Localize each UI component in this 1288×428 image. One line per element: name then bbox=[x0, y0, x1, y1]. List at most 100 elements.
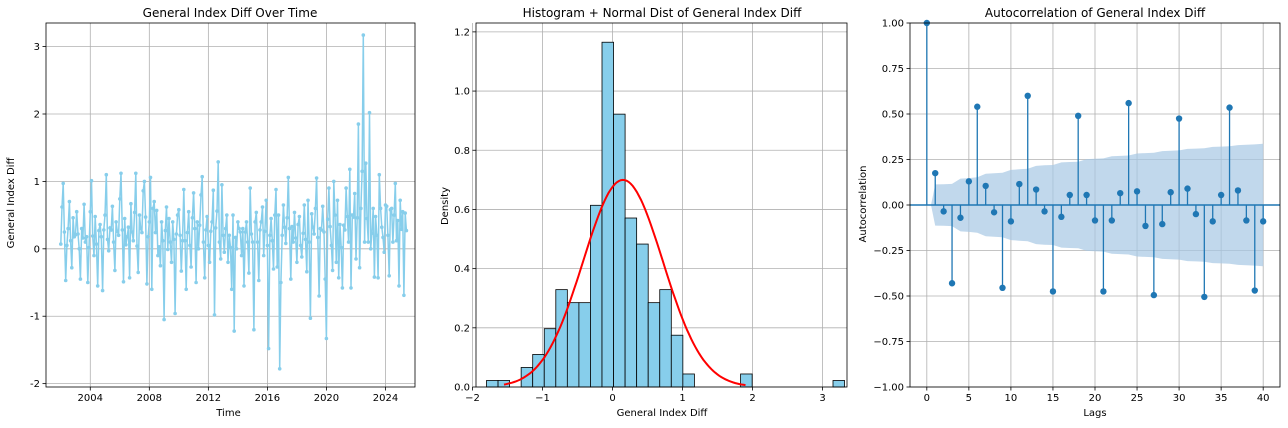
histogram-bar bbox=[682, 373, 695, 388]
histogram-ytick-label: 1.2 bbox=[454, 27, 470, 38]
time-series-point bbox=[197, 223, 202, 227]
time-series-ytick-label: 3 bbox=[34, 42, 40, 53]
time-series-point bbox=[207, 260, 212, 265]
acf-point bbox=[957, 214, 964, 221]
acf-ytick-label: 0.00 bbox=[882, 201, 904, 212]
time-series-ytick-label: 2 bbox=[34, 110, 40, 121]
acf-point bbox=[932, 169, 939, 177]
time-series-point bbox=[341, 223, 346, 227]
histogram-bar bbox=[832, 380, 845, 388]
acf-ytick-label: −0.50 bbox=[873, 292, 904, 303]
time-series-point bbox=[258, 228, 262, 232]
time-series-point bbox=[103, 213, 107, 217]
time-series-point bbox=[364, 161, 368, 165]
time-series-point bbox=[263, 229, 267, 234]
time-series-point bbox=[359, 206, 363, 211]
histogram-bar bbox=[613, 113, 626, 388]
time-series-point bbox=[136, 270, 140, 275]
time-series-point bbox=[254, 210, 259, 215]
time-series-point bbox=[68, 238, 73, 243]
time-series-point bbox=[121, 280, 126, 284]
time-series-point bbox=[340, 286, 345, 290]
acf-point bbox=[1100, 288, 1107, 295]
time-series-point bbox=[84, 234, 89, 239]
time-series-point bbox=[215, 209, 219, 213]
time-series-point bbox=[157, 245, 161, 249]
time-series-point bbox=[370, 231, 374, 236]
time-series-point bbox=[227, 233, 232, 238]
time-series-point bbox=[83, 240, 88, 244]
time-series-point bbox=[141, 189, 145, 193]
time-series-point bbox=[137, 213, 142, 217]
acf-panel: Autocorrelation of General Index Diff La… bbox=[858, 6, 1281, 419]
time-series-point bbox=[382, 250, 387, 254]
time-series-point bbox=[61, 181, 65, 186]
time-series-point bbox=[212, 313, 217, 317]
histogram-bar bbox=[578, 302, 591, 388]
time-series-point bbox=[115, 229, 120, 234]
histogram-bar bbox=[543, 328, 557, 388]
time-series-point bbox=[286, 175, 291, 180]
time-series-point bbox=[312, 232, 316, 236]
time-series-point bbox=[146, 234, 150, 239]
histogram-xtick-label: 0 bbox=[609, 393, 615, 404]
time-series-point bbox=[268, 233, 272, 238]
time-series-point bbox=[376, 276, 380, 280]
time-series-point bbox=[285, 216, 289, 220]
time-series-point bbox=[143, 215, 148, 219]
time-series-point bbox=[334, 260, 339, 265]
time-series-point bbox=[243, 230, 248, 234]
time-series-point bbox=[291, 240, 296, 244]
time-series-point bbox=[86, 280, 90, 285]
time-series-point bbox=[255, 240, 260, 244]
time-series-point bbox=[391, 240, 395, 244]
acf-xtick-label: 25 bbox=[1131, 393, 1144, 404]
time-series-point bbox=[89, 178, 94, 183]
time-series-point bbox=[114, 220, 118, 224]
time-series-point bbox=[295, 260, 299, 265]
time-series-point bbox=[113, 268, 117, 273]
acf-xtick-label: 10 bbox=[1005, 393, 1018, 404]
time-series-point bbox=[403, 211, 408, 215]
histogram-bar bbox=[636, 243, 649, 388]
acf-xtick-label: 20 bbox=[1089, 393, 1102, 404]
time-series-point bbox=[190, 216, 195, 220]
acf-point bbox=[1234, 187, 1242, 194]
time-series-point bbox=[394, 238, 399, 243]
time-series-point bbox=[252, 327, 256, 332]
time-series-point bbox=[284, 241, 288, 246]
acf-point bbox=[1117, 189, 1124, 197]
time-series-point bbox=[134, 171, 138, 176]
acf-ytick-label: 1.00 bbox=[882, 19, 904, 30]
time-series-point bbox=[247, 271, 251, 275]
time-series-point bbox=[195, 220, 200, 224]
time-series-point bbox=[183, 238, 187, 243]
time-series-xtick-label: 2008 bbox=[137, 393, 162, 404]
histogram-ytick-label: 0.8 bbox=[454, 146, 470, 157]
time-series-point bbox=[248, 186, 252, 190]
time-series-point bbox=[355, 216, 360, 220]
time-series-point bbox=[389, 206, 394, 211]
time-series-point bbox=[293, 236, 298, 240]
time-series-point bbox=[335, 198, 340, 203]
time-series-point bbox=[104, 172, 109, 177]
time-series-point bbox=[88, 209, 93, 214]
time-series-point bbox=[122, 216, 127, 221]
time-series-point bbox=[151, 206, 155, 211]
time-series-point bbox=[228, 245, 233, 250]
time-series-point bbox=[209, 229, 213, 234]
time-series-point bbox=[303, 237, 308, 242]
time-series-point bbox=[333, 213, 337, 217]
time-series-point bbox=[238, 230, 243, 234]
time-series-point bbox=[65, 243, 69, 248]
time-series-point bbox=[90, 234, 95, 238]
time-series-point bbox=[205, 214, 209, 219]
time-series-point bbox=[191, 191, 196, 195]
time-series-point bbox=[367, 110, 372, 115]
acf-ylabel: Autocorrelation bbox=[858, 166, 869, 243]
time-series-point bbox=[296, 222, 300, 227]
time-series-point bbox=[346, 240, 351, 244]
time-series-point bbox=[316, 235, 320, 240]
time-series-point bbox=[110, 204, 115, 209]
time-series-point bbox=[98, 222, 102, 227]
